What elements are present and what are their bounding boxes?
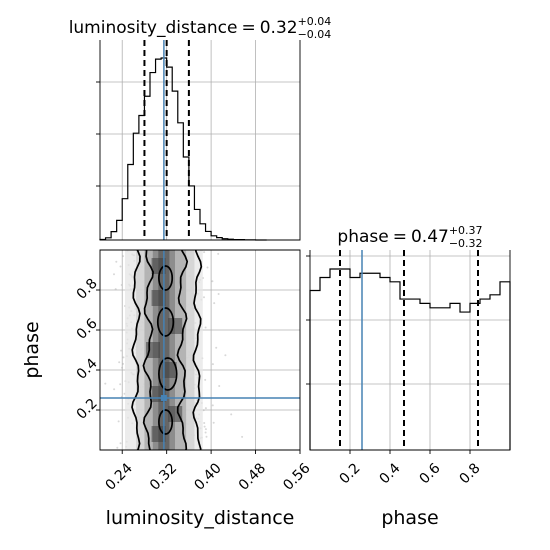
density-contours (131, 250, 203, 450)
sample-point (204, 428, 207, 431)
density-contour-3 (176, 250, 189, 450)
sample-point (120, 284, 123, 286)
density-contour-0 (131, 250, 141, 450)
x-tick-label-lum-0: 0.24 (102, 460, 135, 493)
luminosity-distance-xticks: 0.24 0.32 0.40 0.48 0.56 (102, 450, 314, 494)
sample-point (115, 260, 118, 263)
density-inner-contour-1 (156, 307, 175, 337)
x-tick-label-lum-1: 0.32 (147, 460, 180, 493)
x-tick-label-phase-0: 0.2 (337, 460, 364, 487)
title-p-minus: −0.32 (449, 237, 483, 250)
sample-point (202, 409, 205, 412)
title-p-plus: +0.37 (449, 224, 483, 237)
title-d-minus: −0.04 (298, 28, 332, 41)
sample-point (211, 363, 214, 366)
sample-point (205, 435, 208, 438)
y-tick-label-phase-1: 0.4 (74, 356, 101, 383)
sample-point (217, 252, 220, 255)
density-inner-contour-3 (158, 409, 174, 435)
title-p-name: phase (337, 227, 388, 247)
density-contour-2 (142, 250, 154, 450)
luminosity-distance-title: luminosity_distance = 0.32+0.04 −0.04 (69, 15, 332, 41)
phase-histogram-yticks (306, 255, 310, 385)
phase-title: phase = 0.47+0.37 −0.32 (337, 224, 482, 250)
sample-point (117, 420, 120, 423)
distance-phase-2d-panel (93, 249, 301, 451)
sample-point (224, 354, 227, 357)
sample-point (215, 346, 218, 349)
sample-point (121, 366, 123, 369)
luminosity-distance-quantiles (143, 40, 190, 240)
sample-point (204, 407, 207, 410)
phase-histogram-grid (310, 250, 510, 450)
phase-histogram-frame (309, 250, 511, 451)
sample-point (119, 442, 122, 445)
x-tick-label-phase-2: 0.6 (417, 460, 444, 487)
sample-point (213, 302, 216, 305)
sample-point (203, 251, 206, 254)
sample-point (122, 356, 125, 359)
sample-point (119, 265, 122, 268)
y-tick-label-phase-2: 0.6 (74, 316, 101, 343)
sample-point (122, 255, 124, 258)
luminosity-distance-histogram-yticks (96, 81, 100, 187)
density-cell-0 (151, 258, 166, 274)
phase-histogram-panel: phase = 0.47+0.37 −0.32 (306, 224, 511, 451)
sample-point (204, 431, 207, 434)
sample-point (203, 425, 206, 428)
ylabel-phase: phase (21, 321, 43, 378)
sample-point (113, 273, 115, 276)
xlabel-luminosity-distance: luminosity_distance (106, 507, 295, 529)
injection-marker (160, 395, 167, 401)
title-d-median: 0.32 (260, 18, 298, 38)
phase-yticks: 0.2 0.4 0.6 0.8 (74, 276, 101, 423)
title-d-plus: +0.04 (298, 15, 332, 28)
luminosity-distance-histogram-panel: luminosity_distance = 0.32+0.04 −0.04 (69, 15, 332, 241)
sample-point (118, 361, 121, 364)
title-d-name: luminosity_distance (69, 18, 238, 38)
sample-point (204, 378, 207, 381)
x-tick-label-phase-1: 0.4 (377, 460, 404, 487)
phase-histogram (309, 268, 511, 450)
sample-point (204, 326, 207, 329)
y-tick-label-phase-0: 0.2 (74, 396, 101, 423)
density-inner-contour-2 (158, 357, 178, 391)
luminosity-distance-histogram-frame (99, 40, 301, 241)
x-tick-label-lum-4: 0.56 (280, 460, 313, 493)
phase-xticks: 0.2 0.4 0.6 0.8 (337, 450, 484, 487)
title-p-median: 0.47 (411, 227, 449, 247)
sample-point (203, 296, 205, 299)
sample-point (122, 362, 124, 365)
sample-point (211, 280, 214, 283)
sample-point (206, 266, 209, 269)
sample-point (241, 435, 244, 438)
x-tick-label-phase-3: 0.8 (457, 460, 484, 487)
sample-point (120, 349, 123, 352)
sample-point (230, 413, 233, 416)
density-cell-1 (151, 290, 166, 306)
x-tick-label-lum-3: 0.48 (236, 460, 269, 493)
sample-point (116, 446, 119, 449)
density-cell-4 (162, 362, 177, 378)
sample-point (218, 385, 221, 387)
luminosity-distance-histogram (99, 57, 267, 241)
density-cell-7 (151, 426, 166, 442)
density-contour-1 (192, 250, 203, 450)
sample-point (114, 288, 117, 291)
x-tick-label-lum-2: 0.40 (191, 460, 224, 493)
xlabel-phase: phase (381, 507, 438, 529)
phase-quantiles (339, 250, 479, 450)
y-tick-label-phase-3: 0.8 (74, 276, 101, 303)
sample-point (93, 432, 95, 434)
sample-point (203, 422, 206, 424)
sample-point (211, 404, 214, 407)
sample-point (217, 293, 220, 295)
density-inner-contour-0 (158, 265, 174, 291)
sample-point (113, 388, 116, 391)
sample-point (119, 383, 122, 386)
sample-point (104, 382, 107, 385)
sample-point (212, 421, 215, 424)
